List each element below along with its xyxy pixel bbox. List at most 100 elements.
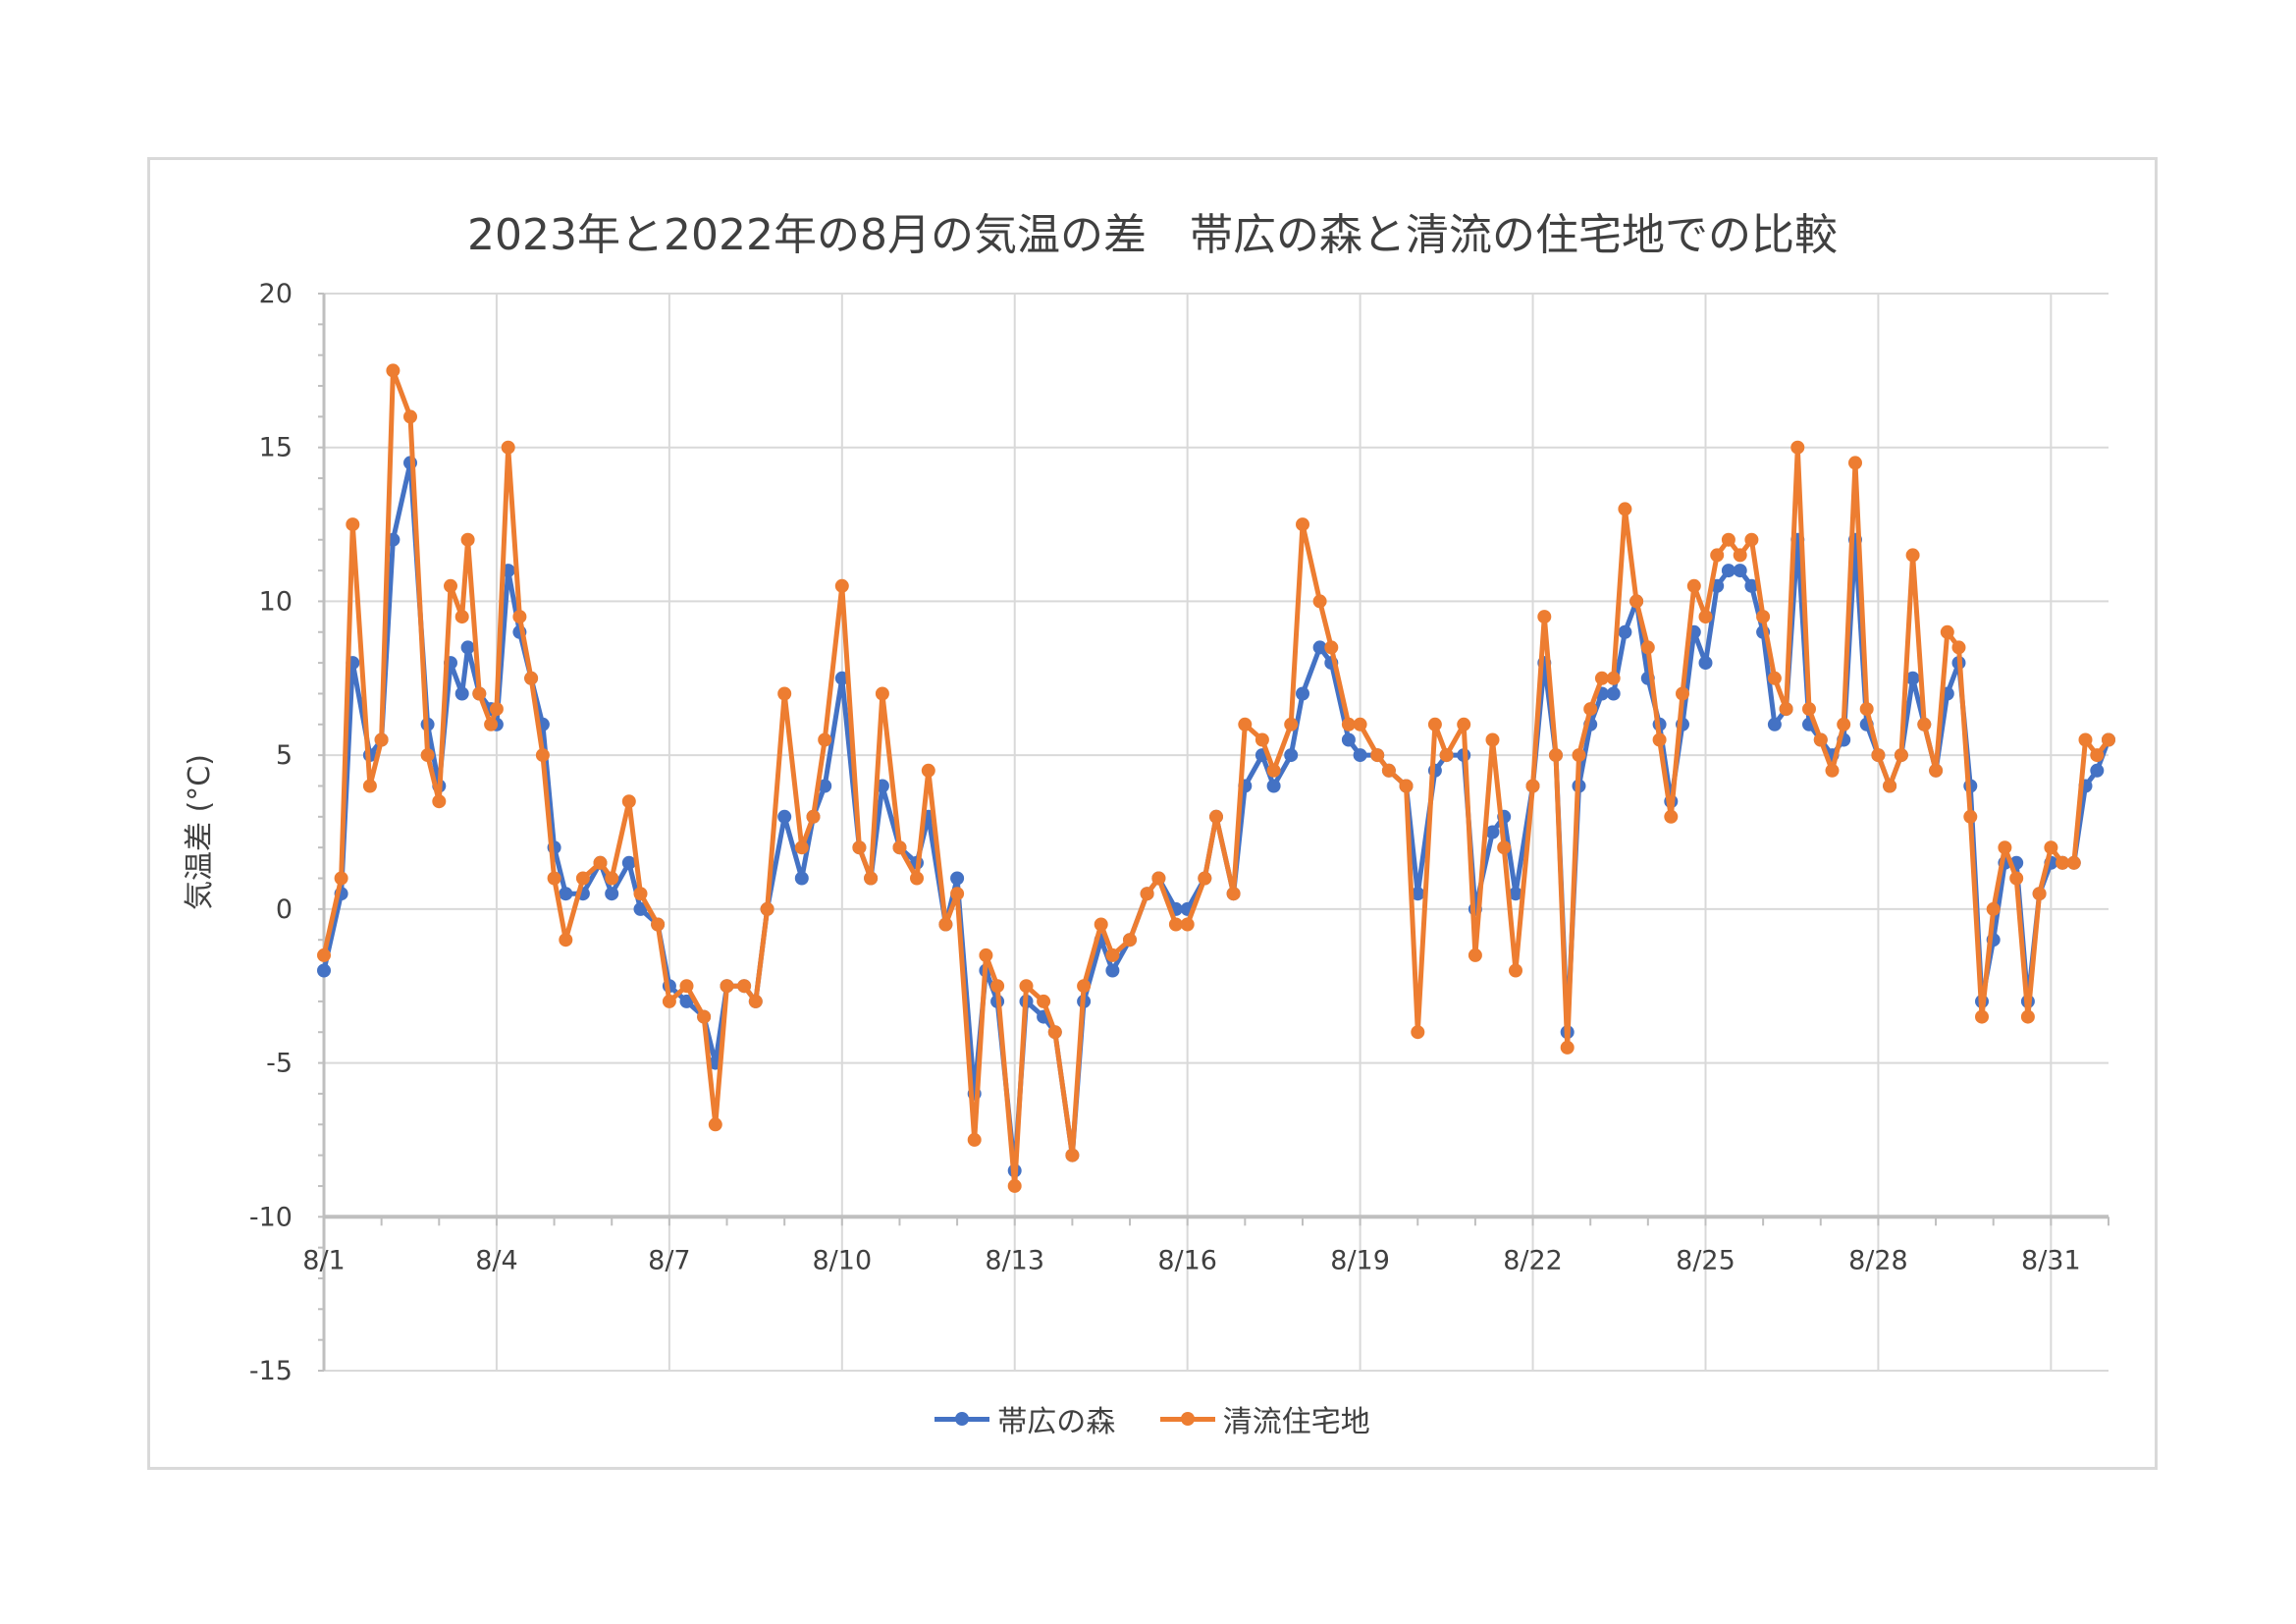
x-tick-label: 8/28 [1848, 1245, 1908, 1275]
data-point [679, 979, 694, 994]
data-point [1813, 732, 1828, 747]
data-point [1037, 994, 1051, 1008]
data-point [1457, 717, 1471, 731]
legend-swatch-blue [934, 1409, 990, 1429]
data-point [1381, 763, 1396, 778]
data-point [334, 871, 348, 886]
data-point [1353, 748, 1367, 763]
data-point [1284, 717, 1299, 731]
data-point [1606, 671, 1621, 685]
data-point [1341, 717, 1356, 731]
gridlines [323, 293, 2109, 1372]
data-point [950, 871, 965, 886]
data-point [317, 963, 331, 978]
data-point [1883, 779, 1897, 793]
data-point [1238, 717, 1253, 731]
data-point [921, 763, 935, 778]
x-tick-label: 8/4 [475, 1245, 517, 1275]
data-point [1825, 763, 1840, 778]
data-point [1180, 917, 1195, 932]
data-point [760, 901, 774, 916]
data-point [938, 917, 953, 932]
data-point [374, 732, 389, 747]
data-point [559, 933, 573, 947]
data-point [1485, 825, 1500, 839]
data-point [2102, 732, 2115, 747]
data-point [806, 809, 821, 824]
data-point [1525, 779, 1540, 793]
x-tick-label: 8/10 [812, 1245, 872, 1275]
data-point [512, 610, 527, 624]
data-point [593, 855, 608, 870]
data-point [1324, 640, 1339, 655]
data-point [484, 717, 499, 731]
data-point [1767, 717, 1782, 731]
data-point [1497, 840, 1512, 855]
data-point [1929, 763, 1944, 778]
y-tick-label: 0 [276, 894, 293, 925]
data-point [1998, 840, 2012, 855]
plot-area: -15 -10 -5 0 5 10 15 20 8/1 8/4 8/7 8/10 8/13 8/16 8/1… [183, 279, 2115, 1386]
data-point [317, 947, 331, 962]
legend-item-seiryu-residential: 清流住宅地 [1159, 1397, 1370, 1440]
data-point [697, 1009, 712, 1024]
data-point [2090, 748, 2105, 763]
data-point [1341, 732, 1356, 747]
x-tick-label: 8/16 [1157, 1245, 1217, 1275]
data-point [420, 748, 435, 763]
y-tick-label: 10 [259, 586, 293, 617]
data-point [748, 994, 763, 1008]
y-tick-label: 5 [276, 740, 293, 771]
y-tick-label: -5 [266, 1049, 293, 1079]
data-point [489, 702, 504, 717]
data-point [1606, 686, 1621, 701]
y-tick-label: -10 [249, 1202, 293, 1232]
data-point [1266, 779, 1281, 793]
data-point [1686, 578, 1701, 593]
data-point [852, 840, 867, 855]
data-point [1370, 748, 1385, 763]
data-point [1698, 656, 1713, 671]
data-point [1618, 624, 1632, 639]
data-point [575, 871, 590, 886]
x-tick-label: 8/25 [1676, 1245, 1735, 1275]
data-point [1618, 502, 1632, 516]
data-point [1963, 809, 1978, 824]
data-point [2078, 732, 2093, 747]
legend-swatch-orange [1159, 1409, 1215, 1429]
data-point [1790, 440, 1805, 455]
data-point [524, 671, 539, 685]
data-point [1296, 686, 1309, 701]
data-point [1756, 610, 1771, 624]
data-point [1859, 702, 1874, 717]
data-point [1549, 748, 1563, 763]
data-point [1733, 548, 1747, 563]
data-point [1744, 532, 1759, 547]
data-point [2009, 871, 2024, 886]
x-tick-label: 8/31 [2021, 1245, 2081, 1275]
data-point [1007, 1178, 1022, 1193]
data-point [1312, 640, 1327, 655]
data-point [1485, 732, 1500, 747]
data-point [454, 686, 469, 701]
x-tick-label: 8/13 [985, 1245, 1044, 1275]
data-point [1468, 947, 1482, 962]
data-point [864, 871, 879, 886]
data-point [1767, 671, 1782, 685]
data-point [1572, 748, 1586, 763]
data-point [2066, 855, 2081, 870]
data-point [1151, 871, 1166, 886]
data-point [950, 887, 965, 901]
data-point [1664, 809, 1679, 824]
data-point [1721, 564, 1735, 578]
data-point [535, 748, 550, 763]
data-point [720, 979, 734, 994]
y-tick-label: 15 [259, 433, 293, 463]
data-point [386, 363, 400, 378]
data-point [1105, 947, 1120, 962]
data-point [651, 917, 666, 932]
data-point [1640, 640, 1655, 655]
data-point [2090, 763, 2105, 778]
data-point [362, 779, 377, 793]
data-point [1733, 564, 1747, 578]
